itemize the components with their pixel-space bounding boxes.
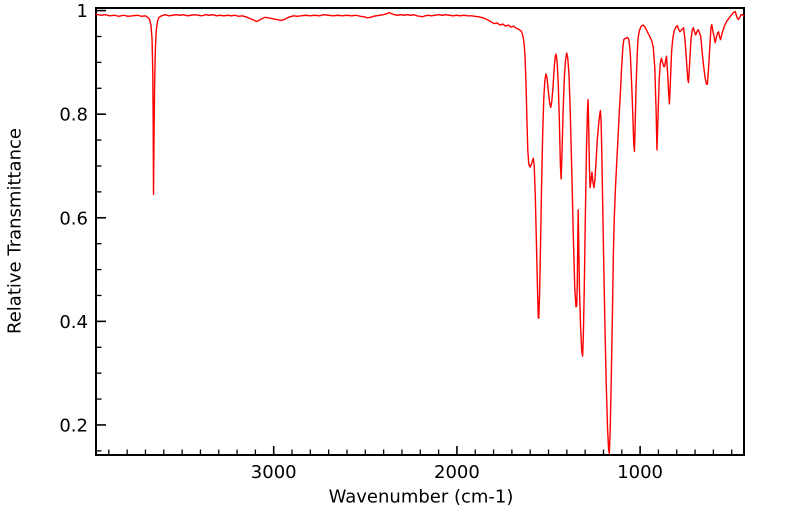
y-tick-label: 0.2 (59, 415, 88, 436)
spectrum-line (95, 10, 745, 455)
y-tick-label: 0.6 (59, 208, 88, 229)
x-tick-label: 2000 (434, 462, 480, 483)
x-tick-label: 1000 (617, 462, 663, 483)
y-tick-label: 0.4 (59, 312, 88, 333)
y-tick-label: 0.8 (59, 105, 88, 126)
x-axis-label: Wavenumber (cm-1) (328, 486, 514, 508)
y-tick-label: 1 (77, 1, 88, 22)
x-tick-label: 3000 (251, 462, 297, 483)
plot-border (95, 7, 745, 456)
y-axis-label: Relative Transmittance (4, 128, 26, 334)
